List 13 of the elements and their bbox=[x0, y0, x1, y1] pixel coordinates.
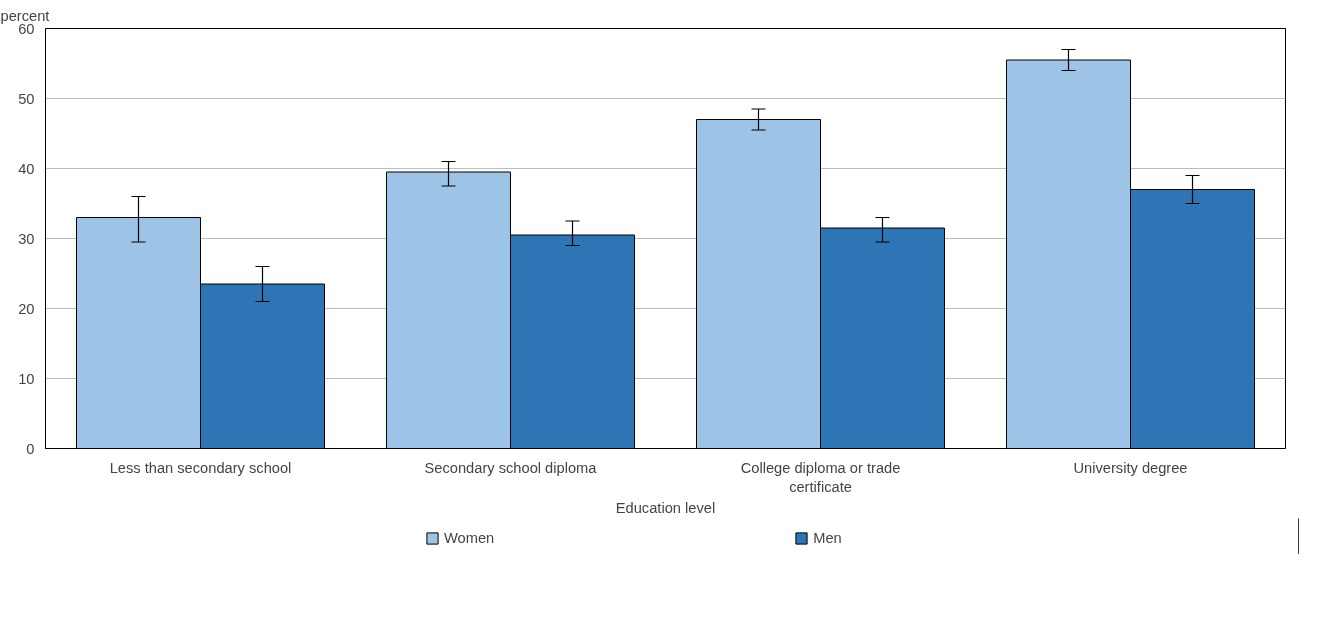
y-tick-label: 50 bbox=[18, 90, 35, 107]
legend-label: Women bbox=[444, 530, 495, 546]
y-tick-label: 30 bbox=[18, 230, 35, 247]
y-tick-label: 0 bbox=[26, 440, 35, 457]
x-tick-label: Less than secondary school bbox=[109, 459, 292, 476]
x-tick-label: College diploma or trade certificate bbox=[740, 459, 901, 495]
legend-label: Men bbox=[813, 530, 842, 546]
y-tick-label: 10 bbox=[18, 370, 35, 387]
x-tick-label: University degree bbox=[1073, 459, 1188, 476]
y-tick-label: 20 bbox=[18, 300, 35, 317]
y-tick-label: 40 bbox=[18, 160, 35, 177]
x-tick-label: Secondary school diploma bbox=[424, 459, 598, 476]
x-axis-title: Education level bbox=[615, 499, 716, 516]
